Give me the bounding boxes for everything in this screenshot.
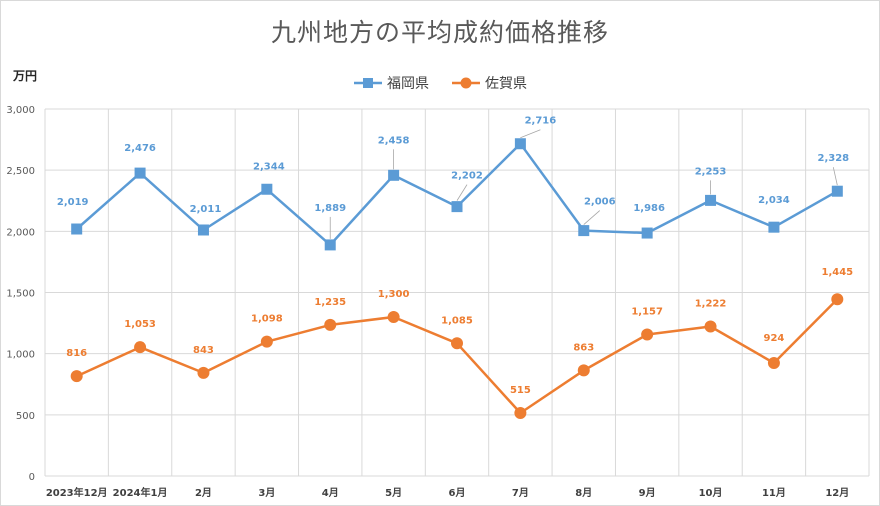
data-label: 2,328 [817, 153, 849, 164]
data-point-marker [451, 337, 463, 350]
y-tick-label: 1,000 [6, 350, 35, 361]
series-line [75, 142, 838, 247]
data-point-marker [71, 223, 83, 235]
y-tick-label: 2,500 [6, 166, 35, 177]
legend-marker-circle-icon [452, 77, 480, 89]
data-label: 924 [763, 333, 784, 344]
data-point-marker [831, 185, 843, 197]
data-point-marker [324, 318, 337, 331]
data-point-marker [514, 406, 527, 419]
data-point-marker [197, 224, 209, 236]
x-tick-label: 2024年1月 [113, 486, 168, 499]
x-tick-label: 2023年12月 [46, 486, 108, 499]
data-label: 1,157 [631, 306, 663, 317]
x-tick-label: 6月 [449, 487, 466, 499]
x-tick-label: 11月 [762, 487, 786, 499]
data-point-marker [577, 364, 590, 377]
legend-label-fukuoka: 福岡県 [387, 76, 429, 92]
y-tick-label: 2,000 [6, 227, 35, 238]
legend-marker-square-icon [354, 78, 382, 88]
x-tick-label: 10月 [699, 487, 723, 499]
data-point-marker [767, 356, 780, 369]
data-label: 816 [66, 348, 87, 359]
x-tick-label: 7月 [512, 487, 529, 499]
data-point-marker [578, 225, 590, 237]
legend-label-saga: 佐賀県 [485, 76, 527, 92]
x-tick-label: 4月 [322, 487, 339, 499]
data-point-marker [260, 335, 273, 348]
data-label: 863 [573, 342, 594, 353]
y-tick-label: 1,500 [6, 289, 35, 300]
data-point-marker [70, 370, 83, 383]
data-point-marker [134, 167, 146, 179]
x-tick-label: 8月 [575, 487, 592, 499]
data-label: 1,300 [378, 289, 410, 300]
data-label: 843 [193, 345, 214, 356]
y-tick-label: 0 [29, 472, 35, 483]
y-tick-label: 3,000 [6, 105, 35, 116]
data-label: 1,222 [695, 299, 727, 310]
data-label-leader [583, 210, 601, 225]
x-tick-label: 3月 [258, 487, 275, 499]
data-label: 1,889 [314, 203, 346, 214]
legend: 福岡県 佐賀県 [1, 73, 879, 93]
data-label: 2,019 [57, 197, 89, 208]
data-label: 1,445 [821, 267, 853, 278]
data-label: 515 [510, 385, 531, 396]
data-label-leader [832, 167, 838, 186]
data-label: 2,202 [451, 171, 483, 182]
data-label: 2,006 [584, 197, 616, 208]
data-point-marker [387, 310, 400, 323]
data-label: 1,053 [124, 319, 156, 330]
legend-item-saga: 佐賀県 [451, 73, 527, 93]
y-axis-unit-label: 万円 [13, 69, 38, 83]
x-tick-label: 9月 [639, 487, 656, 499]
data-label: 2,344 [253, 161, 285, 172]
data-point-marker [324, 239, 336, 251]
y-tick-label: 500 [16, 411, 35, 422]
data-label: 2,716 [525, 116, 557, 127]
data-point-marker [514, 138, 526, 150]
data-label-leader [456, 184, 468, 201]
data-point-marker [704, 320, 717, 333]
x-tick-label: 5月 [385, 487, 402, 499]
data-label: 2,011 [190, 204, 222, 215]
data-label: 2,476 [124, 143, 156, 154]
data-point-marker [388, 169, 400, 181]
data-point-marker [641, 227, 653, 239]
data-point-marker [705, 194, 717, 206]
data-label: 2,034 [758, 195, 790, 206]
x-tick-label: 2月 [195, 487, 212, 499]
data-point-marker [768, 221, 780, 233]
data-label: 1,098 [251, 314, 283, 325]
data-point-marker [197, 366, 210, 379]
data-point-marker [261, 183, 273, 195]
data-point-marker [451, 201, 463, 213]
chart-title: 九州地方の平均成約価格推移 [270, 18, 609, 47]
data-label: 1,085 [441, 315, 473, 326]
legend-item-fukuoka: 福岡県 [353, 73, 429, 93]
data-label: 2,253 [695, 166, 727, 177]
x-tick-label: 12月 [825, 487, 849, 499]
data-point-marker [134, 341, 147, 354]
data-label-leader [520, 129, 541, 139]
data-label: 1,986 [633, 203, 665, 214]
data-point-marker [641, 328, 654, 341]
data-point-marker [831, 293, 844, 306]
data-label: 2,458 [378, 135, 410, 146]
data-label: 1,235 [314, 297, 346, 308]
